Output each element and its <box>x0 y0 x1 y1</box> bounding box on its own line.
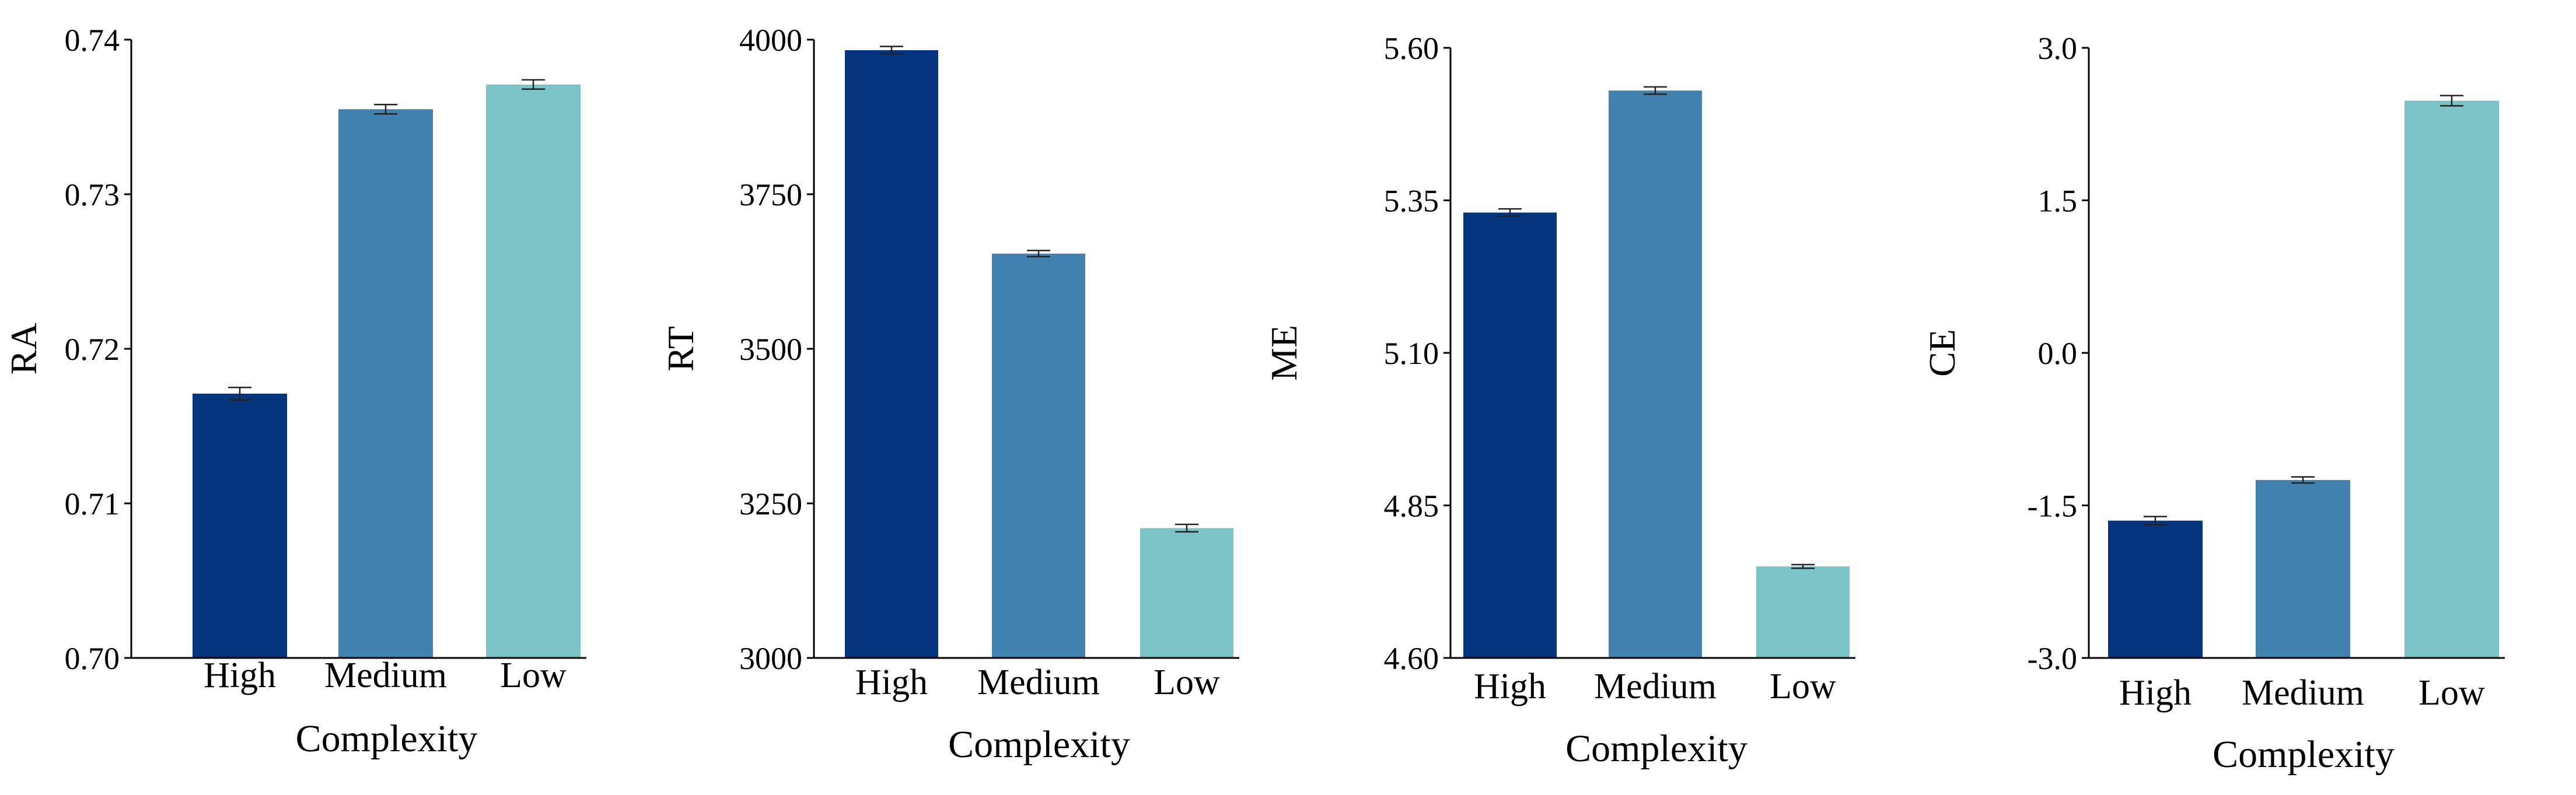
error-bar-rt-high <box>880 45 903 55</box>
y-axis-title-me: ME <box>1263 325 1305 381</box>
x-tick-label-me-low: Low <box>1770 667 1836 706</box>
y-tick-label-rt-0: 3000 <box>739 641 802 676</box>
y-axis-title-ra: RA <box>3 323 44 375</box>
y-tick-label-ra-4: 0.74 <box>65 23 120 58</box>
error-bar-rt-medium <box>1027 250 1050 258</box>
error-bar-ra-medium <box>374 104 397 115</box>
error-bar-ra-low <box>522 79 545 90</box>
y-tick-label-ce-4: 3.0 <box>2038 31 2078 66</box>
x-tick-label-rt-low: Low <box>1154 663 1220 702</box>
y-tick-label-me-1: 4.85 <box>1384 489 1439 524</box>
error-bar-me-high <box>1498 208 1522 217</box>
y-tick-label-ce-0: -3.0 <box>2028 641 2077 676</box>
bar-rt-low <box>1140 528 1233 658</box>
x-tick-label-me-medium: Medium <box>1594 667 1717 706</box>
x-tick-label-rt-high: High <box>855 663 928 702</box>
error-bar-ce-high <box>2144 516 2167 526</box>
y-tick-label-ce-2: 0.0 <box>2038 336 2078 371</box>
y-tick-label-me-0: 4.60 <box>1384 641 1439 676</box>
x-tick-label-ce-high: High <box>2119 673 2191 713</box>
bar-rt-medium <box>992 253 1085 658</box>
chart-panel-rt: High Medium Low 3000 3250 3500 3750 4000 RT Compl… <box>660 23 1239 766</box>
y-tick-label-ce-1: -1.5 <box>2028 489 2077 524</box>
y-tick-label-rt-4: 4000 <box>739 23 802 58</box>
y-tick-label-me-4: 5.60 <box>1384 31 1439 66</box>
y-tick-label-me-3: 5.35 <box>1384 184 1439 219</box>
x-axis-title-ce: Complexity <box>2213 733 2395 776</box>
bar-me-high <box>1463 212 1557 658</box>
y-tick-label-ra-3: 0.73 <box>65 177 120 212</box>
bar-ce-low <box>2404 100 2499 659</box>
x-tick-label-rt-medium: Medium <box>977 663 1100 702</box>
y-tick-label-rt-2: 3500 <box>739 332 802 367</box>
x-axis-title-me: Complexity <box>1565 727 1747 770</box>
bar-rt-high <box>845 50 938 658</box>
x-tick-label-me-high: High <box>1474 667 1546 706</box>
error-bar-ce-medium <box>2291 476 2315 484</box>
chart-panel-me: High Medium Low 4.60 4.85 5.10 5.35 5.60 ME Compl… <box>1263 31 1855 770</box>
error-bar-ra-high <box>228 387 251 401</box>
bar-me-low <box>1756 566 1850 658</box>
error-bar-rt-low <box>1175 523 1198 533</box>
bar-me-medium <box>1609 90 1702 659</box>
x-tick-label-ra-low: Low <box>500 656 567 695</box>
x-axis-title-rt: Complexity <box>948 723 1130 766</box>
x-tick-label-ra-high: High <box>204 656 276 695</box>
bar-ce-medium <box>2256 479 2350 658</box>
x-tick-label-ra-medium: Medium <box>324 656 447 695</box>
y-tick-label-me-2: 5.10 <box>1384 336 1439 371</box>
chart-panel-ra: High Medium Low 0.70 0.71 0.72 0.73 0.74 RA Compl… <box>3 23 586 760</box>
chart-panel-ce: High Medium Low -3.0 -1.5 0.0 1.5 3.0 CE Complexi… <box>1921 31 2505 776</box>
y-axis-title-ce: CE <box>1921 329 1963 377</box>
x-tick-label-ce-low: Low <box>2418 673 2485 713</box>
bar-ra-low <box>486 84 581 659</box>
x-tick-label-ce-medium: Medium <box>2242 673 2364 713</box>
bar-ra-high <box>193 393 287 658</box>
y-tick-label-rt-3: 3750 <box>739 177 802 212</box>
bar-ce-high <box>2108 520 2203 658</box>
y-axis-title-rt: RT <box>660 326 701 372</box>
error-bar-ce-low <box>2440 94 2463 107</box>
y-tick-label-ce-3: 1.5 <box>2038 184 2078 219</box>
y-tick-label-ra-1: 0.71 <box>65 486 120 521</box>
y-tick-label-rt-1: 3250 <box>739 486 802 521</box>
y-tick-label-ra-2: 0.72 <box>65 332 120 367</box>
y-tick-label-ra-0: 0.70 <box>65 641 120 676</box>
error-bar-me-low <box>1791 563 1815 569</box>
x-axis-title-ra: Complexity <box>296 717 478 760</box>
error-bar-me-medium <box>1644 86 1667 95</box>
bar-ra-medium <box>338 109 433 658</box>
